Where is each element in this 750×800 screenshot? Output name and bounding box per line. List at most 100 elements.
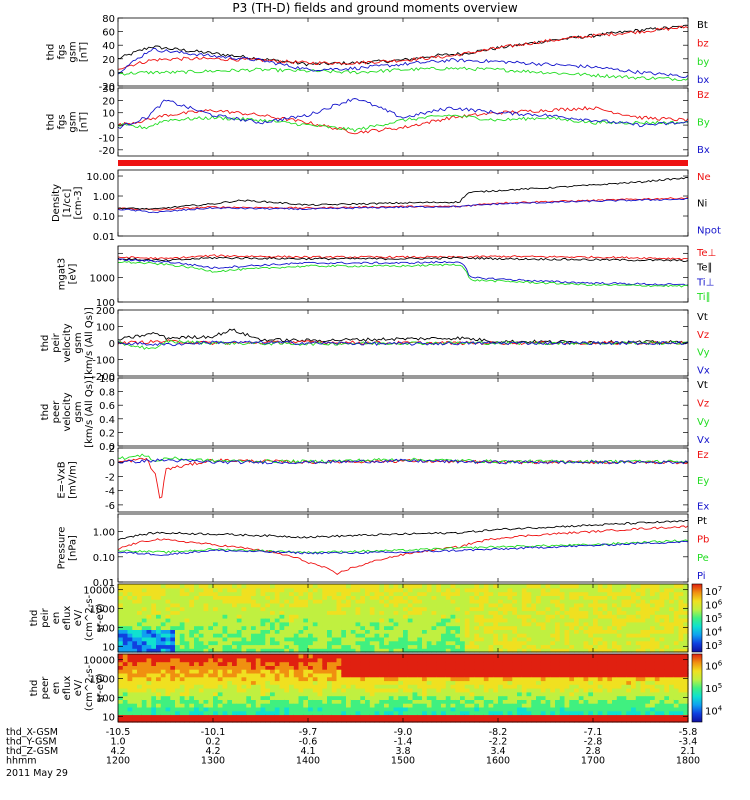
heatmap-cell bbox=[265, 680, 271, 685]
heatmap-cell bbox=[175, 672, 181, 678]
heatmap-cell bbox=[507, 676, 513, 682]
heatmap-cell bbox=[507, 657, 513, 663]
heatmap-cell bbox=[654, 657, 661, 663]
ephemeris-value: 2.8 bbox=[585, 746, 600, 757]
heatmap-cell bbox=[559, 629, 566, 634]
heatmap-cell bbox=[521, 672, 528, 678]
heatmap-cell bbox=[327, 633, 333, 638]
heatmap-cell bbox=[650, 640, 656, 646]
heatmap-cell bbox=[118, 680, 124, 685]
y-axis-label: thd bbox=[46, 114, 57, 131]
heatmap-cell bbox=[151, 602, 157, 608]
heatmap-cell bbox=[317, 591, 323, 596]
heatmap-cell bbox=[222, 648, 228, 653]
heatmap-cell bbox=[460, 680, 466, 685]
heatmap-cell bbox=[531, 618, 537, 623]
heatmap-cell bbox=[436, 654, 442, 659]
heatmap-cell bbox=[232, 584, 238, 589]
heatmap-cell bbox=[241, 636, 247, 642]
heatmap-cell bbox=[597, 636, 604, 642]
heatmap-cell bbox=[569, 587, 575, 593]
heatmap-cell bbox=[365, 703, 371, 708]
heatmap-cell bbox=[179, 669, 186, 674]
heatmap-cell bbox=[331, 621, 338, 627]
heatmap-cell bbox=[331, 644, 338, 649]
heatmap-cell bbox=[137, 606, 143, 612]
heatmap-cell bbox=[583, 614, 589, 619]
heatmap-cell bbox=[616, 602, 623, 608]
heatmap-cell bbox=[289, 610, 295, 615]
heatmap-cell bbox=[184, 703, 190, 708]
heatmap-cell bbox=[607, 672, 613, 678]
heatmap-cell bbox=[574, 718, 580, 723]
heatmap-cell bbox=[360, 676, 366, 682]
heatmap-cell bbox=[203, 629, 209, 634]
heatmap-cell bbox=[369, 684, 376, 689]
heatmap-cell bbox=[502, 665, 509, 670]
heatmap-cell bbox=[213, 699, 219, 704]
heatmap-cell bbox=[365, 680, 371, 685]
heatmap-cell bbox=[517, 672, 523, 678]
heatmap-cell bbox=[246, 644, 252, 649]
ephemeris-value: 2.1 bbox=[680, 746, 695, 757]
heatmap-cell bbox=[141, 599, 148, 604]
heatmap-cell bbox=[336, 599, 342, 604]
heatmap-cell bbox=[645, 618, 651, 623]
heatmap-cell bbox=[270, 684, 276, 689]
heatmap-cell bbox=[312, 599, 319, 604]
heatmap-cell bbox=[593, 636, 599, 642]
heatmap-cell bbox=[175, 636, 181, 642]
heatmap-cell bbox=[141, 636, 148, 642]
heatmap-cell bbox=[474, 688, 480, 693]
heatmap-cell bbox=[384, 672, 390, 678]
heatmap-cell bbox=[208, 621, 214, 627]
heatmap-cell bbox=[189, 703, 195, 708]
y-tick-label: 100 bbox=[96, 623, 115, 634]
heatmap-cell bbox=[270, 676, 276, 682]
heatmap-cell bbox=[678, 657, 684, 663]
heatmap-cell bbox=[198, 606, 205, 612]
heatmap-cell bbox=[583, 602, 589, 608]
heatmap-cell bbox=[555, 684, 561, 689]
heatmap-cell bbox=[502, 629, 509, 634]
heatmap-cell bbox=[631, 654, 637, 659]
heatmap-cell bbox=[555, 706, 561, 712]
heatmap-cell bbox=[274, 591, 281, 596]
heatmap-cell bbox=[545, 618, 551, 623]
heatmap-cell bbox=[118, 621, 124, 627]
heatmap-cell bbox=[137, 614, 143, 619]
heatmap-cell bbox=[251, 602, 257, 608]
heatmap-cell bbox=[289, 699, 295, 704]
heatmap-cell bbox=[659, 610, 665, 615]
heatmap-cell bbox=[412, 714, 418, 719]
heatmap-cell bbox=[498, 672, 504, 678]
heatmap-cell bbox=[360, 706, 366, 712]
heatmap-cell bbox=[517, 625, 523, 630]
heatmap-cell bbox=[322, 591, 328, 596]
heatmap-cell bbox=[374, 657, 380, 663]
heatmap-cell bbox=[293, 676, 300, 682]
heatmap-cell bbox=[293, 621, 300, 627]
heatmap-cell bbox=[488, 676, 494, 682]
heatmap-cell bbox=[274, 633, 281, 638]
heatmap-cell bbox=[265, 629, 271, 634]
heatmap-cell bbox=[127, 636, 133, 642]
heatmap-cell bbox=[393, 595, 399, 600]
series-line-bx bbox=[118, 47, 688, 78]
colorbar-tick-base: 10 bbox=[705, 684, 718, 695]
heatmap-cell bbox=[626, 680, 632, 685]
heatmap-cell bbox=[369, 599, 376, 604]
heatmap-cell bbox=[469, 706, 475, 712]
heatmap-cell bbox=[217, 669, 224, 674]
heatmap-cell bbox=[170, 714, 176, 719]
heatmap-cell bbox=[217, 595, 224, 600]
heatmap-cell bbox=[550, 669, 556, 674]
heatmap-cell bbox=[289, 621, 295, 627]
heatmap-cell bbox=[365, 657, 371, 663]
heatmap-cell bbox=[255, 587, 262, 593]
heatmap-cell bbox=[441, 657, 447, 663]
heatmap-cell bbox=[132, 591, 138, 596]
heatmap-cell bbox=[350, 602, 357, 608]
series-line-Ti⊥ bbox=[118, 258, 688, 286]
heatmap-cell bbox=[184, 695, 190, 700]
